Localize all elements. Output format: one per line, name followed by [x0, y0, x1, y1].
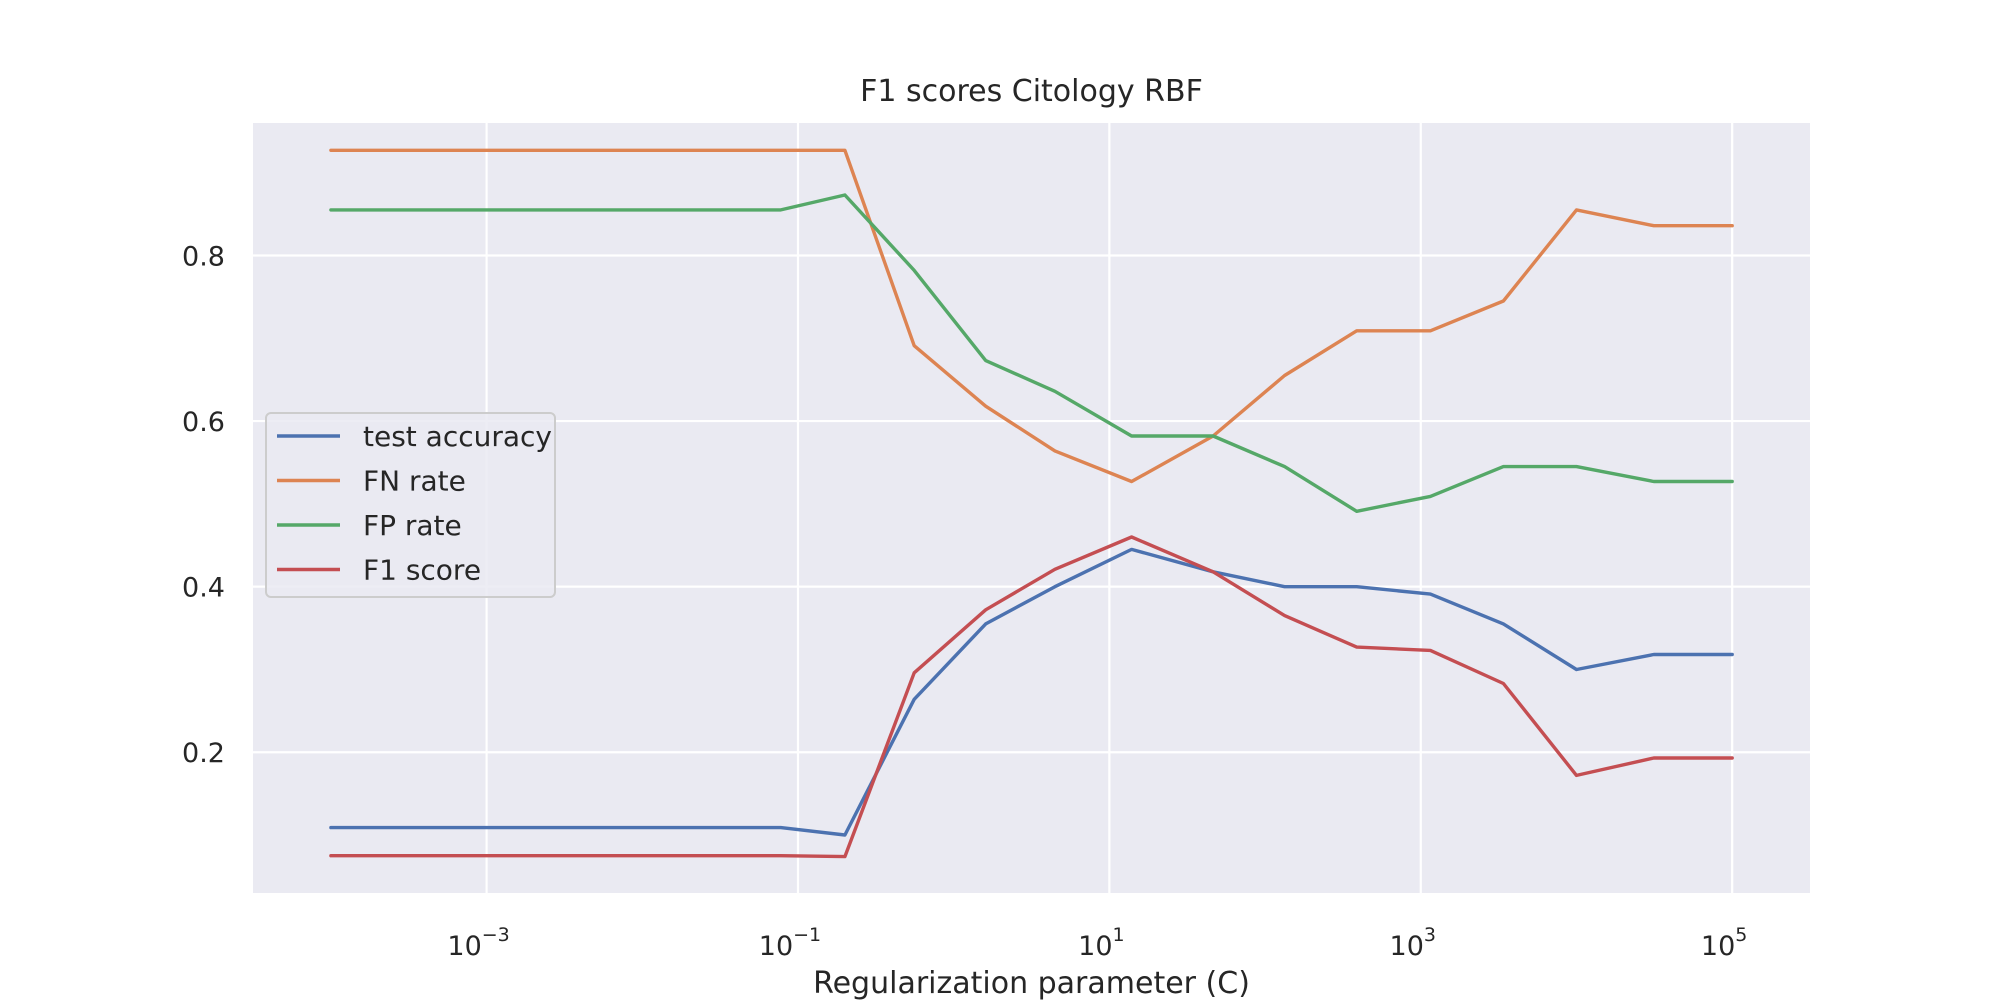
x-axis-label: Regularization parameter (C)	[813, 966, 1250, 1000]
y-tick-label: 0.8	[182, 241, 225, 272]
x-tick-base: 10	[1701, 931, 1735, 962]
series-lines	[329, 148, 1734, 859]
y-tick-label: 0.2	[182, 738, 225, 769]
x-tick-exponent: 5	[1735, 924, 1747, 946]
series-line-f1-score	[329, 535, 1734, 859]
x-tick-exponent: −3	[482, 924, 510, 946]
x-tick-base: 10	[759, 931, 793, 962]
legend-label: FN rate	[363, 465, 466, 498]
x-tick-exponent: 3	[1424, 924, 1436, 946]
chart-title: F1 scores Citology RBF	[860, 74, 1203, 109]
legend-box	[265, 412, 556, 598]
y-tick-label: 0.6	[182, 407, 225, 438]
x-tick-label: 10−3	[447, 924, 509, 962]
x-tick-base: 10	[447, 931, 481, 962]
legend-label: F1 score	[363, 554, 481, 587]
legend-label: test accuracy	[363, 420, 552, 453]
x-tick-label: 10−1	[759, 924, 821, 962]
x-tick-label: 101	[1078, 924, 1124, 962]
x-tick-label: 105	[1701, 924, 1747, 962]
x-tick-label: 103	[1390, 924, 1436, 962]
x-tick-exponent: −1	[793, 924, 821, 946]
series-line-fp-rate	[329, 193, 1734, 513]
x-tick-base: 10	[1078, 931, 1112, 962]
legend: test accuracy FN rate FP rate F1 score	[265, 412, 556, 598]
x-tick-base: 10	[1390, 931, 1424, 962]
x-tick-exponent: 1	[1113, 924, 1125, 946]
legend-label: FP rate	[363, 509, 462, 542]
y-tick-label: 0.4	[182, 573, 225, 604]
